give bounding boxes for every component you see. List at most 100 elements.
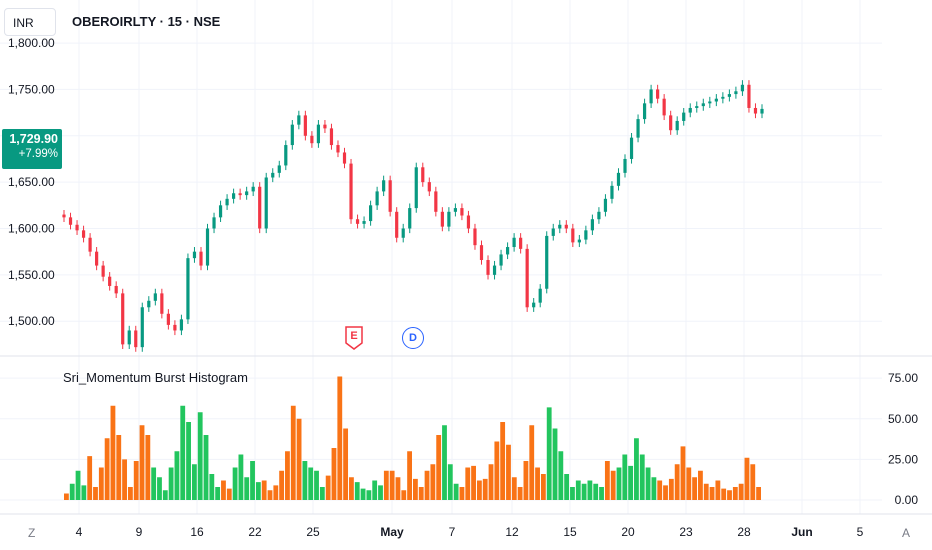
candle-body	[290, 124, 294, 146]
histogram-bar	[575, 480, 581, 500]
candle-body	[727, 94, 731, 97]
histogram-bar	[535, 467, 540, 500]
histogram-bar	[418, 487, 424, 500]
candle-body	[342, 152, 347, 164]
candle-body	[277, 165, 281, 173]
candle-body	[388, 180, 392, 212]
histogram-bar	[64, 493, 69, 500]
candle-body	[512, 237, 516, 248]
timezone-button[interactable]: Z	[28, 526, 36, 540]
histogram-bar	[302, 461, 308, 500]
histogram-bar	[343, 428, 349, 500]
histogram-bar	[593, 483, 599, 500]
candle-body	[212, 217, 216, 229]
time-tick-label: 12	[505, 525, 519, 539]
hist-tick-label: 0.00	[895, 493, 919, 507]
dividend-marker[interactable]: D	[402, 327, 424, 349]
histogram-bar	[564, 474, 570, 500]
candle-body	[245, 191, 249, 196]
candle-body	[114, 285, 118, 294]
histogram-bar	[98, 467, 104, 500]
candle-body	[284, 145, 288, 166]
histogram-bar	[389, 470, 395, 500]
histogram-bar	[191, 464, 197, 500]
price-tick-label: 1,550.00	[8, 268, 55, 282]
candle-body	[688, 107, 692, 113]
candle-body	[545, 235, 549, 289]
candle-body	[714, 98, 718, 102]
histogram-bar	[290, 405, 296, 500]
candle-body	[701, 103, 705, 107]
candle-body	[538, 288, 542, 303]
candle-body	[532, 302, 536, 308]
candle-body	[264, 177, 268, 229]
time-tick-label: 23	[679, 525, 693, 539]
candle-body	[81, 230, 86, 238]
histogram-bar	[296, 418, 302, 500]
candle-body	[564, 224, 568, 229]
candle-body	[395, 211, 399, 238]
histogram-bar	[116, 435, 122, 500]
candle-body	[401, 228, 405, 238]
candle-body	[558, 224, 562, 229]
candle-body	[251, 186, 255, 192]
histogram-bar	[610, 470, 616, 500]
histogram-bar	[215, 487, 221, 500]
histogram-bar	[709, 487, 715, 500]
candle-body	[721, 96, 725, 99]
candle-body	[205, 228, 210, 266]
histogram-bar	[552, 428, 558, 500]
earnings-marker[interactable]: E	[345, 326, 363, 350]
histogram-bar	[331, 448, 337, 500]
candle-body	[486, 260, 490, 275]
candle-body	[355, 219, 360, 224]
candle-body	[708, 101, 712, 104]
candle-body	[108, 276, 112, 286]
candle-body	[349, 163, 353, 220]
candle-body	[408, 208, 412, 229]
histogram-bar	[157, 477, 162, 500]
earnings-icon	[345, 326, 363, 350]
candle-body	[753, 107, 758, 114]
candle-body	[695, 106, 699, 108]
histogram-bar	[395, 477, 401, 500]
histogram-bar	[145, 435, 151, 500]
time-tick-label: 22	[248, 525, 262, 539]
histogram-bar	[668, 478, 674, 500]
candle-body	[499, 254, 503, 266]
histogram-bar	[378, 485, 383, 500]
histogram-bar	[354, 482, 360, 500]
histogram-bar	[162, 490, 168, 500]
time-tick-label: 7	[449, 525, 456, 539]
candle-body	[571, 228, 575, 243]
candle-body	[323, 124, 327, 129]
candle-body	[584, 230, 588, 240]
currency-selector[interactable]: INR	[4, 8, 56, 36]
histogram-bar	[634, 438, 639, 500]
histogram-bar	[325, 475, 331, 500]
candle-body	[636, 119, 640, 138]
histogram-bar	[744, 457, 750, 500]
candle-body	[95, 251, 99, 266]
histogram-bar	[383, 470, 389, 500]
histogram-bar	[168, 467, 174, 500]
last-price: 1,729.90	[9, 132, 58, 146]
earnings-label: E	[350, 330, 358, 342]
histogram-bar	[721, 488, 727, 500]
histogram-bar	[622, 454, 628, 500]
histogram-bar	[698, 470, 703, 500]
time-tick-label: 16	[190, 525, 204, 539]
histogram-bar	[645, 467, 651, 500]
histogram-bar	[715, 480, 721, 500]
candle-body	[421, 167, 425, 183]
auto-scale-button[interactable]: A	[902, 526, 911, 540]
histogram-bar	[465, 467, 471, 500]
histogram-bar	[657, 480, 663, 500]
histogram-bar	[122, 459, 127, 500]
candle-body	[505, 247, 510, 255]
time-tick-label: 5	[857, 525, 864, 539]
histogram-bar	[372, 480, 378, 500]
hist-tick-label: 75.00	[888, 371, 918, 385]
time-tick-label: 25	[306, 525, 320, 539]
